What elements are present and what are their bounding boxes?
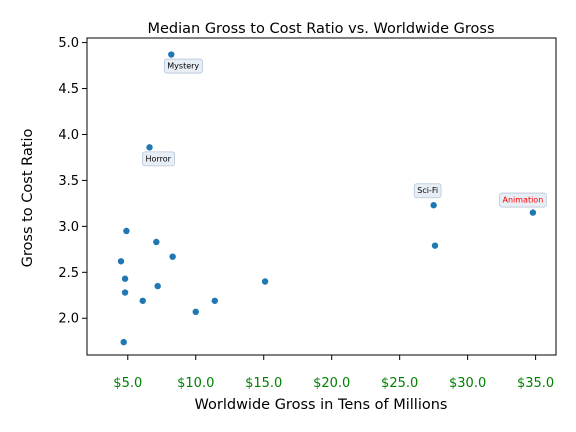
annotation-label: Horror [146,154,172,163]
data-point [117,258,125,265]
annotation-label: Animation [502,196,543,205]
chart-title: Median Gross to Cost Ratio vs. Worldwide… [147,21,494,37]
y-tick-label: 3.5 [58,174,79,189]
x-axis-ticks: $5.0 $10.0 $15.0 $20.0 $25.0 $30.0 $35.0 [113,355,554,391]
data-points [117,51,537,346]
annotation: Animation [499,192,547,208]
x-tick-label: $30.0 [449,376,486,391]
annotation-box [499,192,547,208]
y-axis-label: Gross to Cost Ratio [20,129,36,268]
data-point [529,209,537,216]
x-axis-label: Worldwide Gross in Tens of Millions [195,397,448,413]
annotation: Horror [142,151,175,167]
y-tick-label: 2.0 [58,312,79,327]
y-tick-label: 2.5 [58,266,79,281]
data-point [192,308,199,316]
data-point [431,242,439,249]
data-point [146,144,153,151]
x-tick-label: $15.0 [245,376,282,391]
y-tick-label: 4.5 [58,82,79,97]
annotation-box [413,183,442,199]
data-point [123,227,130,235]
annotation-label: Mystery [167,62,199,71]
x-tick-label: $20.0 [313,376,350,391]
annotation-box [142,151,175,167]
data-point [261,278,269,285]
data-point [121,275,129,282]
data-point [154,282,161,290]
y-tick-label: 4.0 [58,128,79,143]
annotation-label: Sci-Fi [417,186,438,195]
annotation: Sci-Fi [413,183,442,199]
data-point [120,338,127,346]
data-point [121,289,129,296]
data-point [153,238,160,246]
annotation: Mystery [163,58,203,74]
data-point [168,51,175,58]
data-point [139,297,146,304]
data-point [169,253,176,260]
x-tick-label: $25.0 [381,376,418,391]
annotations: Mystery Horror Sci-Fi Animation [142,58,547,208]
x-tick-label: $10.0 [177,376,214,391]
annotation-box [163,58,203,74]
data-point [430,202,437,209]
y-tick-label: 5.0 [58,36,79,51]
data-point [211,297,218,304]
x-tick-label: $5.0 [113,376,142,391]
y-tick-label: 3.0 [58,220,79,235]
x-tick-label: $35.0 [517,376,554,391]
plot-frame [86,37,557,356]
y-axis-ticks: 2.0 2.5 3.0 3.5 4.0 4.5 5.0 [58,36,87,327]
